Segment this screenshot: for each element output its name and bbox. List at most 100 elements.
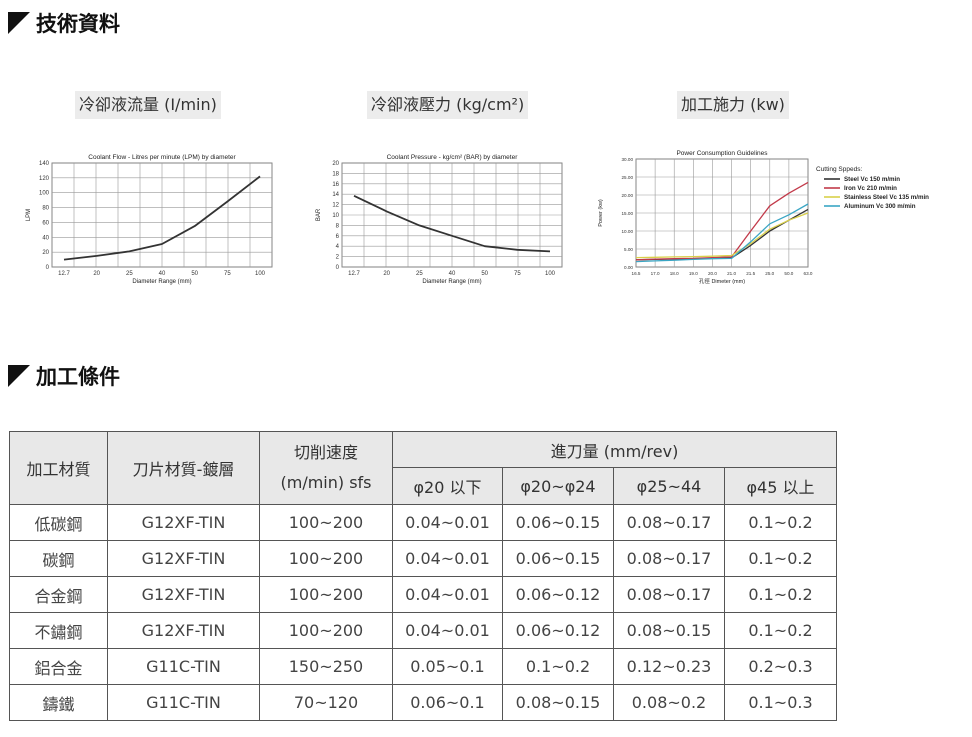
header-material: 加工材質 [9, 431, 108, 505]
speed-cell: 100~200 [259, 540, 393, 577]
x-tick-label: 63.0 [804, 271, 813, 276]
header-cutting-speed-line2: (m/min) sfs [280, 473, 372, 492]
x-tick-label: 16.5 [632, 271, 641, 276]
feed-cell: 0.08~0.15 [613, 612, 725, 649]
coolant-flow-heading: 冷卻液流量 (I/min) [75, 91, 221, 119]
feed-cell: 0.06~0.1 [392, 684, 503, 721]
x-tick-label: 50.0 [784, 271, 793, 276]
y-tick-label: 20 [42, 250, 49, 256]
x-axis-label: Diameter Range (mm) [422, 279, 481, 285]
x-tick-label: 100 [545, 271, 556, 277]
table-row: 低碳鋼 G12XF-TIN 100~200 0.04~0.01 0.06~0.1… [9, 504, 837, 541]
feed-cell: 0.08~0.17 [613, 540, 725, 577]
feed-cell: 0.04~0.01 [392, 540, 503, 577]
x-tick-label: 12.7 [58, 271, 70, 277]
header-feed-col: φ45 以上 [724, 467, 837, 505]
x-tick-label: 20 [93, 271, 100, 277]
y-tick-label: 12 [332, 203, 339, 209]
chart-title: Power Consumption Guidelines [676, 150, 768, 157]
feed-cell: 0.1~0.2 [724, 504, 837, 541]
machining-conditions-title: 加工條件 [8, 361, 120, 391]
x-tick-label: 17.0 [651, 271, 660, 276]
header-cutting-speed-line1: 切削速度 [293, 443, 358, 462]
y-axis-label: LPM [26, 209, 32, 221]
feed-cell: 0.04~0.01 [392, 612, 503, 649]
y-tick-label: 10 [332, 213, 339, 219]
y-tick-label: 30.00 [622, 157, 634, 162]
x-tick-label: 50 [191, 271, 198, 277]
header-feed-col: φ20~φ24 [502, 467, 614, 505]
coolant-pressure-chart: Coolant Pressure - kg/cm² (BAR) by diame… [316, 154, 563, 285]
y-tick-label: 18 [332, 171, 339, 177]
tech-data-title: 技術資料 [8, 8, 120, 38]
y-tick-label: 15.00 [622, 211, 634, 216]
feed-cell: 0.06~0.12 [502, 576, 614, 613]
y-tick-label: 20.00 [622, 193, 634, 198]
material-cell: 碳鋼 [9, 540, 108, 577]
x-axis-label: 孔徑 Dimeter (mm) [699, 277, 745, 285]
y-tick-label: 120 [39, 176, 50, 182]
material-cell: 鑄鐵 [9, 684, 108, 721]
triangle-marker-icon [8, 12, 30, 34]
power-heading: 加工施力 (kw) [677, 91, 789, 119]
chart-title: Coolant Pressure - kg/cm² (BAR) by diame… [387, 154, 519, 161]
material-cell: 不鏽鋼 [9, 612, 108, 649]
material-cell: 鋁合金 [9, 648, 108, 685]
insert-cell: G12XF-TIN [107, 612, 260, 649]
y-tick-label: 10.00 [622, 229, 634, 234]
feed-cell: 0.12~0.23 [613, 648, 725, 685]
legend-label: Aluminum Vc 300 m/min [844, 203, 916, 210]
feed-cell: 0.08~0.15 [502, 684, 614, 721]
speed-cell: 100~200 [259, 576, 393, 613]
x-axis-label: Diameter Range (mm) [132, 279, 191, 285]
speed-cell: 70~120 [259, 684, 393, 721]
y-tick-label: 4 [336, 244, 340, 250]
legend-label: Iron Vc 210 m/min [844, 185, 897, 192]
table-row: 鋁合金 G11C-TIN 150~250 0.05~0.1 0.1~0.2 0.… [9, 648, 837, 685]
x-tick-label: 75 [514, 271, 521, 277]
x-tick-label: 20.0 [708, 271, 717, 276]
x-tick-label: 75 [224, 271, 231, 277]
feed-cell: 0.08~0.17 [613, 504, 725, 541]
feed-cell: 0.1~0.2 [502, 648, 614, 685]
table-row: 鑄鐵 G11C-TIN 70~120 0.06~0.1 0.08~0.15 0.… [9, 684, 837, 721]
triangle-marker-icon [8, 365, 30, 387]
machining-conditions-table: 加工材質 刀片材質-鍍層 切削速度 (m/min) sfs 進刀量 (mm/re… [9, 431, 837, 721]
insert-cell: G12XF-TIN [107, 504, 260, 541]
power-consumption-chart: Power Consumption Guidelines 0.00 5.00 10.0… [598, 150, 929, 285]
y-tick-label: 2 [336, 255, 340, 261]
y-tick-label: 16 [332, 182, 339, 188]
y-tick-label: 25.00 [622, 175, 634, 180]
y-tick-label: 0 [336, 265, 340, 271]
insert-cell: G12XF-TIN [107, 576, 260, 613]
header-feed-col: φ20 以下 [392, 467, 503, 505]
coolant-pressure-heading: 冷卻液壓力 (kg/cm²) [367, 91, 529, 119]
y-tick-label: 0 [46, 265, 50, 271]
feed-cell: 0.06~0.12 [502, 612, 614, 649]
legend-label: Stainless Steel Vc 135 m/min [844, 194, 929, 201]
y-tick-label: 5.00 [624, 247, 633, 252]
series-line [353, 194, 551, 253]
insert-cell: G12XF-TIN [107, 540, 260, 577]
y-tick-label: 14 [332, 192, 339, 198]
table-row: 碳鋼 G12XF-TIN 100~200 0.04~0.01 0.06~0.15… [9, 540, 837, 577]
header-feed-col: φ25~44 [613, 467, 725, 505]
y-axis-label: BAR [316, 208, 322, 221]
x-tick-label: 25 [126, 271, 133, 277]
feed-cell: 0.06~0.15 [502, 540, 614, 577]
feed-cell: 0.06~0.15 [502, 504, 614, 541]
y-axis-label: Power (kw) [598, 199, 604, 227]
x-tick-label: 100 [255, 271, 266, 277]
header-cutting-speed: 切削速度 (m/min) sfs [259, 431, 393, 505]
x-tick-label: 18.0 [670, 271, 679, 276]
table-row: 不鏽鋼 G12XF-TIN 100~200 0.04~0.01 0.06~0.1… [9, 612, 837, 649]
material-cell: 低碳鋼 [9, 504, 108, 541]
x-tick-label: 12.7 [348, 271, 360, 277]
y-tick-label: 40 [42, 235, 49, 241]
table-row: 合金鋼 G12XF-TIN 100~200 0.04~0.01 0.06~0.1… [9, 576, 837, 613]
legend-label: Steel Vc 150 m/min [844, 176, 900, 183]
header-feed: 進刀量 (mm/rev) [392, 431, 837, 468]
x-tick-label: 19.0 [689, 271, 698, 276]
y-tick-label: 100 [39, 191, 50, 197]
insert-cell: G11C-TIN [107, 648, 260, 685]
